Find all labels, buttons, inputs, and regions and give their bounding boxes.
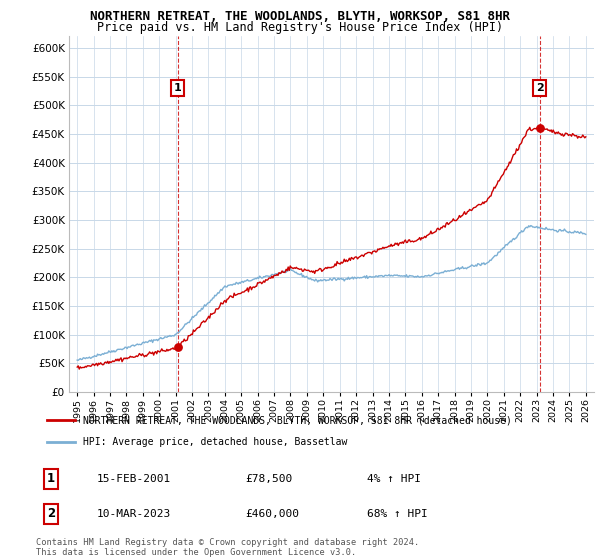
Text: £78,500: £78,500 bbox=[246, 474, 293, 484]
Text: Contains HM Land Registry data © Crown copyright and database right 2024.
This d: Contains HM Land Registry data © Crown c… bbox=[36, 538, 419, 557]
Text: NORTHERN RETREAT, THE WOODLANDS, BLYTH, WORKSOP, S81 8HR (detached house): NORTHERN RETREAT, THE WOODLANDS, BLYTH, … bbox=[83, 415, 512, 425]
Text: 2: 2 bbox=[536, 83, 544, 93]
Point bbox=[173, 343, 182, 352]
Text: 2: 2 bbox=[47, 507, 55, 520]
Text: 68% ↑ HPI: 68% ↑ HPI bbox=[367, 509, 428, 519]
Text: 10-MAR-2023: 10-MAR-2023 bbox=[97, 509, 171, 519]
Point bbox=[535, 124, 544, 133]
Text: 15-FEB-2001: 15-FEB-2001 bbox=[97, 474, 171, 484]
Text: 4% ↑ HPI: 4% ↑ HPI bbox=[367, 474, 421, 484]
Text: 1: 1 bbox=[174, 83, 181, 93]
Text: NORTHERN RETREAT, THE WOODLANDS, BLYTH, WORKSOP, S81 8HR: NORTHERN RETREAT, THE WOODLANDS, BLYTH, … bbox=[90, 10, 510, 23]
Text: 1: 1 bbox=[47, 472, 55, 486]
Text: Price paid vs. HM Land Registry's House Price Index (HPI): Price paid vs. HM Land Registry's House … bbox=[97, 21, 503, 34]
Text: £460,000: £460,000 bbox=[246, 509, 300, 519]
Text: HPI: Average price, detached house, Bassetlaw: HPI: Average price, detached house, Bass… bbox=[83, 437, 347, 447]
